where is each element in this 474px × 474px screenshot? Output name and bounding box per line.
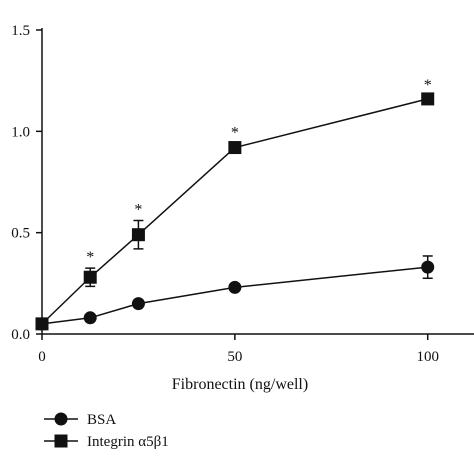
y-tick-label: 1.5 — [11, 23, 30, 39]
series-bsa — [35, 255, 435, 331]
x-tick-label: 50 — [227, 349, 242, 365]
significance-asterisk: * — [134, 202, 142, 219]
data-point-bsa — [228, 280, 242, 294]
legend-marker-integrin — [54, 434, 68, 448]
data-point-integrin — [131, 228, 145, 242]
data-point-integrin — [228, 141, 242, 155]
plot-area: * * * * — [35, 77, 435, 331]
data-point-integrin — [35, 317, 49, 331]
legend: BSA Integrin α5β1 — [44, 412, 169, 450]
data-point-integrin — [421, 92, 435, 106]
data-point-bsa — [83, 311, 97, 325]
x-tick-label: 100 — [416, 349, 439, 365]
legend-label: BSA — [87, 412, 116, 428]
legend-item-integrin: Integrin α5β1 — [44, 434, 169, 450]
axes: 0.0 0.5 1.0 1.5 0 50 100 — [11, 23, 474, 365]
legend-label: Integrin α5β1 — [87, 434, 169, 450]
legend-marker-bsa — [54, 412, 68, 426]
data-point-bsa — [421, 260, 435, 274]
significance-asterisk: * — [86, 249, 94, 266]
series-integrin: * * * * — [35, 77, 435, 331]
y-tick-label: 0.0 — [11, 327, 30, 343]
significance-asterisk: * — [424, 77, 432, 94]
significance-asterisk: * — [231, 124, 239, 141]
data-point-integrin — [83, 270, 97, 284]
legend-item-bsa: BSA — [44, 412, 116, 428]
y-tick-label: 0.5 — [11, 226, 30, 242]
x-tick-label: 0 — [38, 349, 46, 365]
data-point-bsa — [131, 297, 145, 311]
y-tick-label: 1.0 — [11, 124, 30, 140]
series-line-bsa — [41, 266, 428, 325]
x-axis-label: Fibronectin (ng/well) — [172, 376, 308, 393]
